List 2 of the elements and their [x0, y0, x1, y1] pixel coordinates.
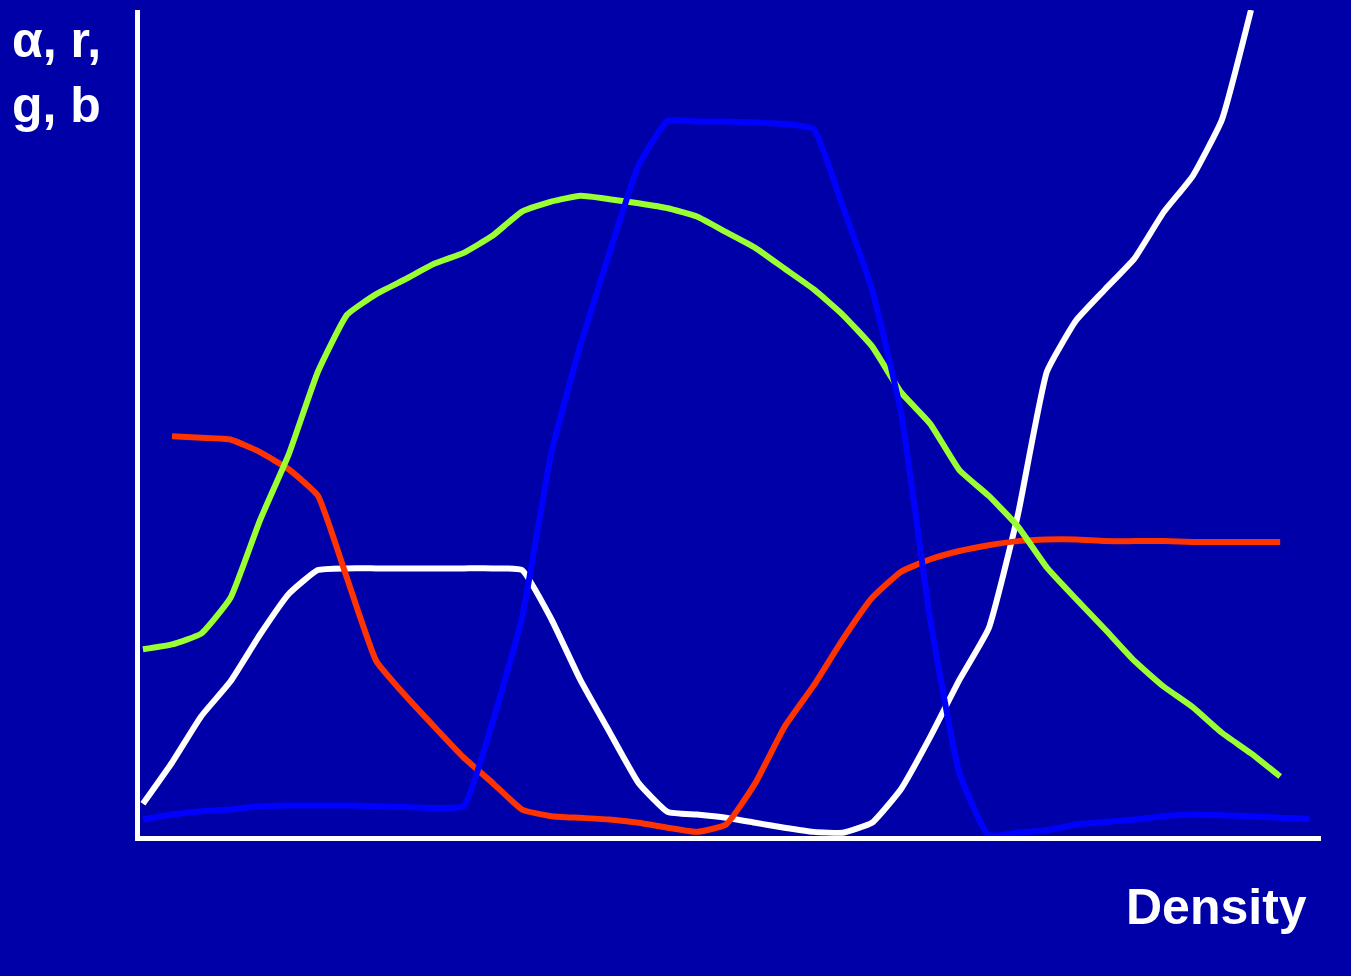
x-axis-title: Density	[1126, 879, 1307, 935]
y-axis-title: α, r, g, b	[12, 12, 102, 133]
